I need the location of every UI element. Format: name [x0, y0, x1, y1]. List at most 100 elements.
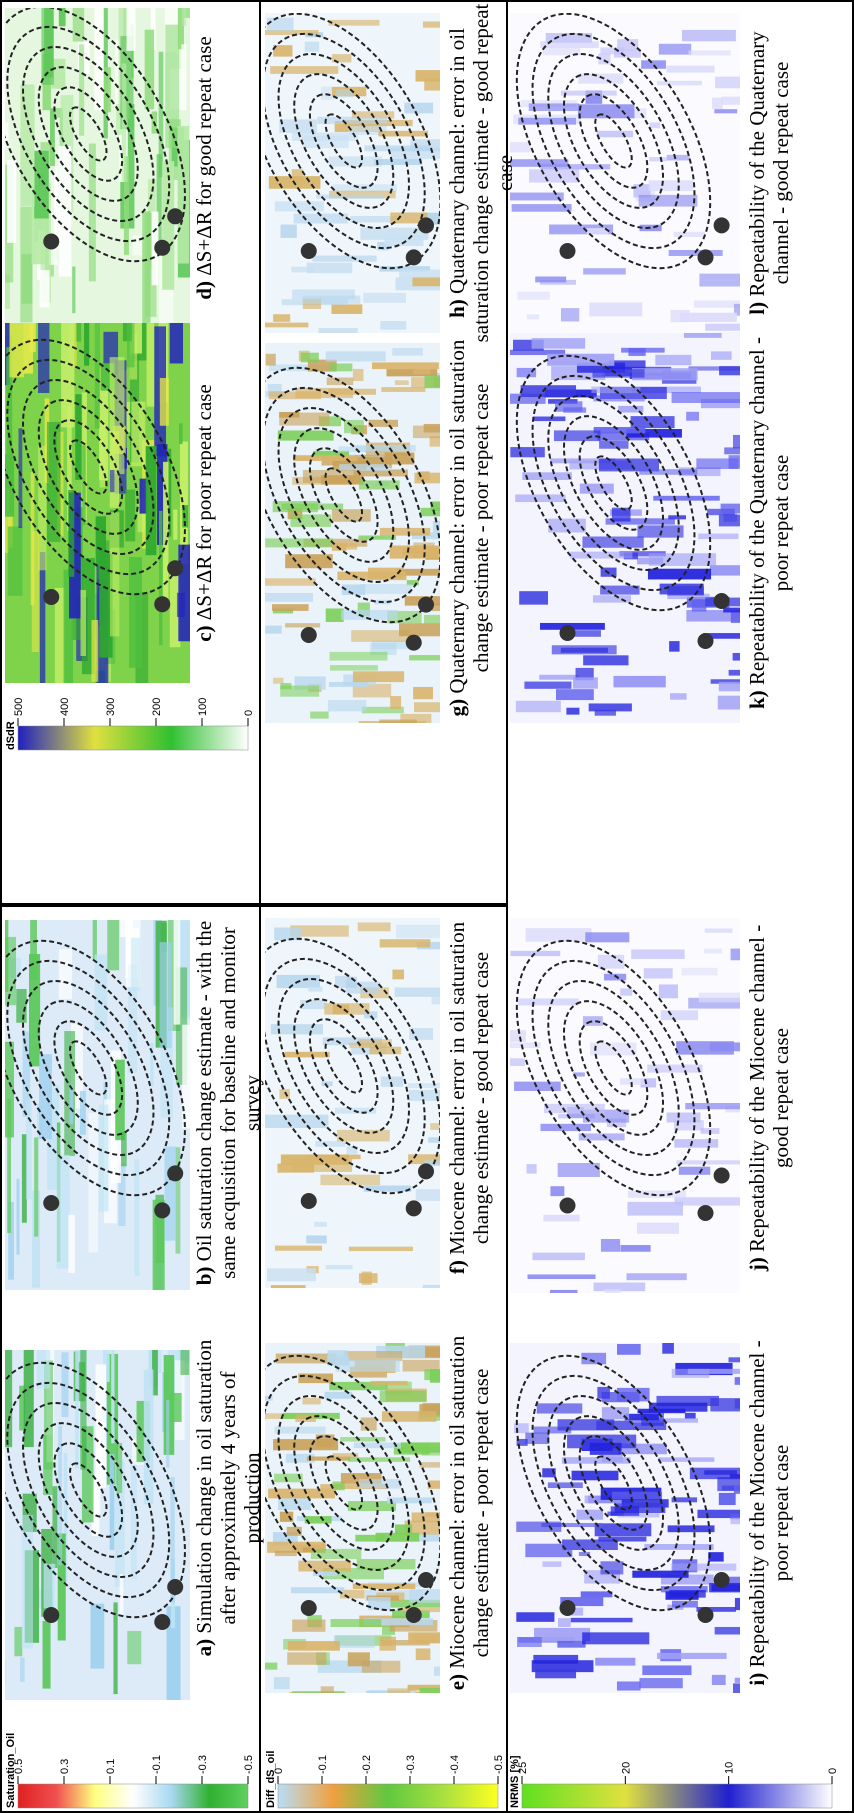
- texture: [148, 1350, 162, 1374]
- texture: [689, 1467, 740, 1480]
- texture: [648, 1402, 708, 1412]
- texture: [381, 387, 426, 392]
- texture: [519, 591, 548, 605]
- texture: [705, 323, 740, 331]
- texture: [306, 1235, 327, 1244]
- texture: [386, 1497, 432, 1504]
- texture: [80, 1350, 87, 1470]
- texture: [163, 461, 169, 600]
- texture: [611, 507, 631, 522]
- texture: [724, 447, 740, 455]
- texture: [673, 231, 705, 238]
- texture: [543, 1214, 580, 1222]
- texture: [325, 608, 344, 622]
- texture: [394, 380, 409, 385]
- texture: [653, 495, 720, 501]
- texture: [691, 599, 707, 612]
- contour: [308, 93, 379, 189]
- panel-content: [265, 1343, 440, 1693]
- texture: [601, 1454, 623, 1463]
- texture: [516, 1521, 562, 1532]
- texture: [380, 321, 407, 330]
- texture: [330, 1619, 382, 1628]
- texture: [662, 1343, 674, 1354]
- texture: [348, 1246, 413, 1252]
- texture: [42, 1620, 51, 1689]
- texture: [277, 1496, 311, 1511]
- texture: [420, 507, 440, 517]
- caption: a) Simulation change in oil saturation a…: [192, 1333, 264, 1663]
- texture: [414, 702, 440, 713]
- panel-label: k): [745, 690, 769, 710]
- texture: [402, 1359, 440, 1372]
- texture: [319, 724, 363, 730]
- caption: e) Miocene channel: error in oil saturat…: [445, 1323, 493, 1703]
- texture: [594, 1523, 652, 1537]
- texture: [596, 130, 634, 138]
- texture: [409, 1589, 440, 1603]
- contour: [594, 455, 633, 511]
- panel-label: c): [192, 625, 216, 642]
- well-marker: [713, 593, 730, 609]
- panel-content: [5, 323, 190, 683]
- texture: [142, 211, 151, 323]
- caption: j) Repeatability of the Miocene channel …: [745, 903, 793, 1293]
- texture: [525, 1432, 550, 1445]
- texture: [363, 292, 407, 303]
- texture: [617, 1343, 641, 1355]
- texture: [657, 1652, 727, 1660]
- texture: [361, 1660, 401, 1673]
- texture: [698, 992, 740, 1003]
- texture: [379, 1636, 396, 1651]
- panel-image: [510, 918, 740, 1293]
- texture: [718, 1492, 736, 1506]
- panel-content: [5, 1350, 190, 1700]
- contour: [53, 1020, 124, 1116]
- contour: [53, 1442, 124, 1538]
- contour: [69, 106, 108, 162]
- texture: [536, 1403, 583, 1414]
- well-marker: [154, 1614, 171, 1630]
- texture: [280, 224, 297, 238]
- contour: [578, 435, 649, 531]
- texture: [146, 323, 155, 407]
- texture: [284, 1051, 330, 1058]
- texture: [270, 1285, 306, 1288]
- texture: [353, 1442, 402, 1449]
- texture: [109, 512, 120, 637]
- texture: [510, 1042, 541, 1048]
- contour: [531, 959, 696, 1177]
- texture: [331, 54, 352, 63]
- texture: [336, 1129, 390, 1142]
- texture: [285, 554, 333, 569]
- texture: [58, 145, 72, 277]
- texture: [300, 1000, 326, 1010]
- well-marker: [697, 633, 714, 649]
- texture: [610, 1506, 640, 1516]
- texture: [540, 41, 599, 48]
- contour: [562, 1000, 665, 1136]
- texture: [332, 1004, 350, 1015]
- texture: [162, 161, 175, 290]
- contour: [293, 73, 395, 209]
- texture: [107, 920, 120, 971]
- texture: [685, 1102, 740, 1110]
- texture: [173, 509, 178, 540]
- texture: [274, 1473, 303, 1483]
- texture: [589, 1442, 622, 1455]
- colorbar-title: Diff_dS_oil: [265, 1751, 277, 1808]
- contour: [6, 1381, 171, 1599]
- texture: [686, 411, 700, 421]
- texture: [688, 50, 731, 56]
- texture: [92, 920, 97, 960]
- texture: [510, 447, 545, 458]
- texture: [91, 1474, 100, 1537]
- texture: [638, 194, 698, 207]
- texture: [390, 696, 402, 709]
- texture: [274, 1426, 326, 1434]
- texture: [29, 953, 41, 1067]
- panel-image: [5, 8, 190, 323]
- contour: [277, 1395, 410, 1571]
- texture: [164, 1146, 177, 1241]
- contour: [6, 358, 171, 576]
